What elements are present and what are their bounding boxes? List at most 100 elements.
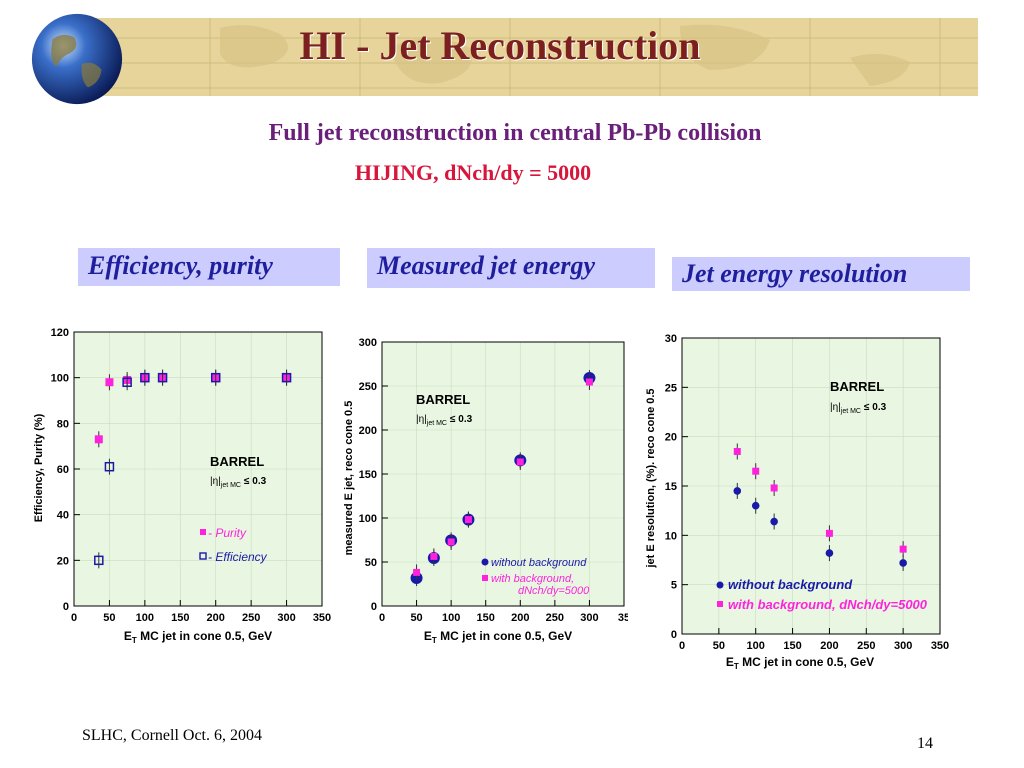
legend-efficiency: - Efficiency (208, 550, 268, 564)
x-tick-label: 150 (477, 612, 495, 624)
x-tick-label: 250 (546, 612, 564, 624)
subtitle-hijing: HIJING, dNch/dy = 5000 (354, 160, 592, 185)
data-point (899, 545, 907, 553)
y-tick-label: 30 (665, 333, 677, 345)
x-label-rest: MC jet in cone 0.5, GeV (137, 629, 272, 643)
data-point (140, 372, 150, 383)
x-tick-label: 350 (931, 640, 949, 652)
y-axis-label: Efficiency, Purity (%) (33, 413, 45, 522)
legend-purity: - Purity (208, 526, 247, 540)
x-tick-label: 50 (103, 612, 115, 624)
x-axis-label: ET MC jet in cone 0.5, GeV (124, 629, 272, 645)
x-label-rest: MC jet in cone 0.5, GeV (437, 629, 572, 643)
legend-without-bg: without background (491, 557, 587, 569)
data-point (104, 461, 115, 472)
panel-label-measured: Measured jet energy (367, 248, 655, 288)
x-axis-label: ET MC jet in cone 0.5, GeV (424, 629, 572, 645)
page-title: HI - Jet Reconstruction (299, 23, 701, 68)
x-tick-label: 100 (136, 612, 154, 624)
legend-marker-without-bg (481, 558, 489, 566)
eta-cut-label: |η|jet MC ≤ 0.3 (416, 414, 473, 427)
y-tick-label: 25 (665, 382, 677, 394)
x-tick-label: 250 (242, 612, 260, 624)
data-point (447, 538, 455, 546)
x-axis-label: ET MC jet in cone 0.5, GeV (726, 655, 874, 671)
y-tick-label: 40 (57, 510, 69, 522)
x-tick-label: 35 (618, 612, 628, 624)
y-tick-label: 100 (359, 513, 377, 525)
x-tick-label: 0 (679, 640, 685, 652)
eta-subscript: jet MC (426, 420, 447, 427)
x-tick-label: 0 (71, 612, 77, 624)
x-tick-label: 300 (580, 612, 598, 624)
data-point (281, 372, 292, 383)
legend-with-bg-dndy: dNch/dy=5000 (518, 585, 590, 597)
y-tick-label: 300 (359, 338, 377, 349)
y-tick-label: 20 (57, 555, 69, 567)
y-tick-label: 20 (665, 432, 677, 444)
data-point (430, 552, 438, 560)
eta-subscript: jet MC (220, 482, 241, 489)
data-point (733, 447, 741, 455)
globe-logo (31, 13, 123, 105)
data-point (770, 484, 778, 492)
y-tick-label: 150 (359, 469, 377, 481)
barrel-label: BARREL (830, 379, 884, 394)
axes-frame (381, 341, 625, 607)
x-tick-label: 300 (894, 640, 912, 652)
chart-measured-energy: 0 50 100 150 200 250 300 0 50 100 150 200 250 300 35 B… (338, 338, 628, 650)
data-point (770, 517, 778, 526)
data-point (122, 377, 132, 387)
data-point (825, 549, 834, 557)
x-label-e: E (124, 629, 132, 643)
x-tick-label: 100 (442, 612, 460, 624)
legend-with-bg: with background, (491, 573, 574, 585)
data-point (516, 458, 524, 466)
eta-symbol: |η| (830, 402, 841, 413)
y-tick-label: 0 (63, 601, 69, 613)
x-tick-label: 200 (511, 612, 529, 624)
legend-with-bg: with background, dNch/dy=5000 (728, 597, 928, 612)
y-tick-label: 0 (671, 629, 677, 641)
eta-cut: ≤ 0.3 (450, 414, 473, 425)
x-tick-label: 200 (207, 612, 225, 624)
barrel-label: BARREL (416, 392, 470, 407)
x-tick-label: 150 (783, 640, 801, 652)
legend-marker-purity (200, 529, 206, 535)
panel-label-efficiency: Efficiency, purity (78, 248, 340, 286)
y-tick-label: 120 (51, 327, 69, 339)
y-tick-label: 250 (359, 381, 377, 393)
data-point (94, 555, 104, 566)
legend-marker-with-bg (717, 601, 723, 607)
panel-label-resolution: Jet energy resolution (672, 257, 970, 291)
x-tick-label: 0 (379, 612, 385, 624)
data-point (899, 559, 907, 567)
data-point (105, 378, 114, 387)
y-axis-label: measured E jet, reco cone 0.5 (343, 401, 355, 556)
y-tick-label: 60 (57, 464, 69, 476)
data-point (157, 372, 168, 383)
y-tick-label: 100 (51, 373, 69, 385)
x-label-sub: T (734, 662, 739, 671)
x-tick-label: 100 (747, 640, 765, 652)
data-point (752, 467, 760, 475)
eta-symbol: |η| (416, 414, 427, 425)
data-point (825, 529, 833, 537)
subtitle: Full jet reconstruction in central Pb-Pb… (268, 120, 762, 146)
x-label-sub: T (132, 636, 137, 645)
y-tick-label: 80 (57, 418, 69, 430)
eta-symbol: |η| (210, 476, 221, 487)
x-tick-label: 300 (277, 612, 295, 624)
eta-cut-label: |η|jet MC ≤ 0.3 (210, 476, 267, 489)
y-tick-label: 5 (671, 580, 677, 592)
map-pattern (60, 18, 978, 96)
barrel-label: BARREL (210, 454, 264, 469)
x-tick-label: 50 (410, 612, 422, 624)
y-tick-label: 15 (665, 481, 677, 493)
data-point (733, 487, 742, 495)
data-point (751, 501, 760, 510)
legend-without-bg: without background (728, 577, 853, 592)
legend-marker-with-bg (482, 575, 488, 581)
chart-efficiency-purity: 0 20 40 60 80 100 120 0 50 100 150 200 250 300 350 BAR… (28, 318, 338, 650)
